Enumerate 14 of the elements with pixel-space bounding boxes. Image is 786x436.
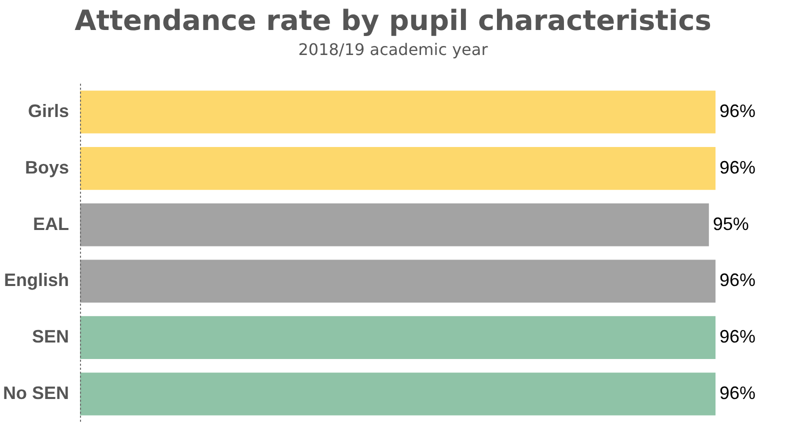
chart-subtitle: 2018/19 academic year	[297, 40, 489, 59]
data-label: 96%	[720, 100, 756, 121]
chart-title: Attendance rate by pupil characteristics	[74, 4, 712, 37]
data-label: 96%	[720, 270, 756, 290]
y-tick-label: EAL	[33, 214, 70, 234]
y-tick-label: Girls	[28, 100, 70, 121]
data-label: 96%	[720, 382, 756, 403]
data-label: 95%	[712, 214, 749, 234]
data-label: 96%	[720, 157, 756, 178]
y-tick-label: SEN	[32, 326, 70, 347]
y-tick-label: English	[4, 270, 70, 290]
y-tick-label: Boys	[24, 157, 70, 178]
y-tick-label: No SEN	[2, 382, 70, 403]
data-label: 96%	[720, 326, 756, 347]
